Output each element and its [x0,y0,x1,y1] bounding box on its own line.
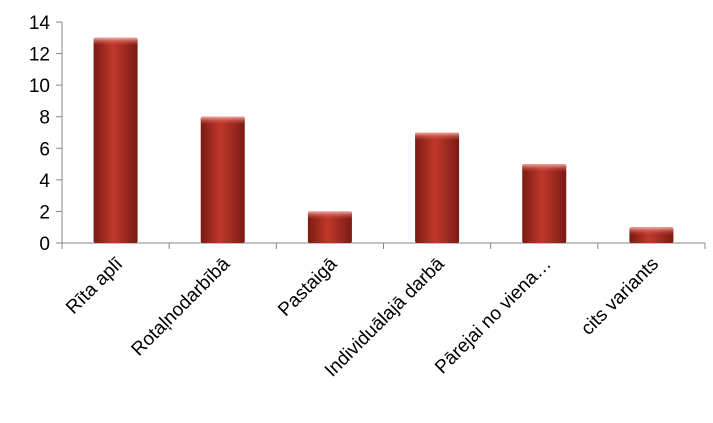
bar-body [200,116,245,243]
bar-body [93,37,138,244]
x-category-label: Rīta aplī [62,253,127,318]
category-labels: Rīta aplī Rotaļnodarbībā PastaigāIndividuā… [62,253,663,381]
y-tick-label: 0 [39,234,50,255]
x-category-label: cits variants [577,254,663,340]
bar-cap [307,211,352,220]
y-axis: 0 2 4 6 8 10 12 14 [29,13,63,255]
bar [200,116,245,243]
x-category-label: Individuālajā darbā [321,253,449,381]
y-tick-label: 10 [29,76,50,97]
x-category-label: Rotaļnodarbībā [128,253,235,360]
y-tick-label: 8 [39,108,50,129]
y-tick-label: 12 [29,45,50,66]
bar-cap [200,116,245,125]
x-axis [61,242,706,249]
x-category-label: Pastaigā [274,253,341,320]
bar-cap [415,132,460,141]
bar-body [522,164,567,243]
bar [522,164,567,243]
y-tick-label: 4 [39,171,50,192]
bar [629,227,674,243]
y-tick-label: 14 [29,13,51,34]
y-tick-label: 6 [39,139,50,160]
x-category-label: Pārejai no viena… [431,254,556,379]
bar-cap [522,164,567,173]
bar [307,211,352,243]
bar [415,132,460,243]
bar-body [415,132,460,243]
bar-cap [629,227,674,236]
bar-cap [93,37,138,46]
bars [93,37,674,244]
y-tick-label: 2 [39,202,50,223]
bar [93,37,138,244]
